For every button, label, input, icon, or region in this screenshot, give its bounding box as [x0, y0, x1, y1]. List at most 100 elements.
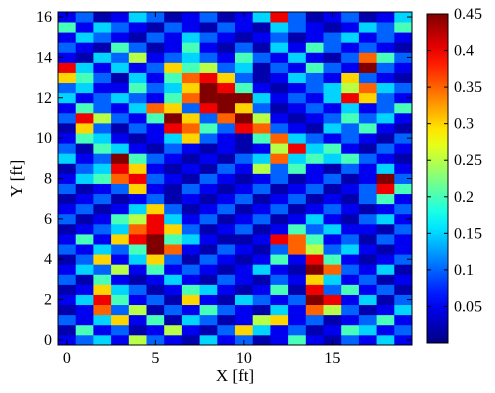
- heatmap-cell: [252, 213, 271, 225]
- heatmap-cell: [146, 294, 165, 306]
- heatmap-cell: [323, 133, 342, 144]
- heatmap-cell: [146, 102, 165, 114]
- heatmap-cell: [270, 213, 289, 225]
- colorbar-tick-label: 0.3: [454, 116, 474, 133]
- heatmap-cell: [128, 203, 147, 215]
- heatmap-cell: [323, 32, 342, 43]
- heatmap-cell: [164, 153, 183, 164]
- heatmap-cell: [128, 82, 147, 94]
- heatmap-cell: [111, 203, 130, 215]
- heatmap-cell: [199, 143, 218, 154]
- heatmap-cell: [217, 62, 236, 73]
- heatmap-cell: [93, 12, 112, 23]
- heatmap-cell: [376, 203, 395, 215]
- heatmap-cell: [358, 334, 377, 346]
- heatmap-cell: [58, 112, 77, 124]
- heatmap-cell: [394, 82, 413, 94]
- heatmap-cell: [93, 213, 112, 225]
- heatmap-cell: [164, 334, 183, 346]
- heatmap-cell: [394, 163, 413, 174]
- heatmap-cell: [358, 213, 377, 225]
- heatmap-cell: [199, 284, 218, 295]
- heatmap-cell: [146, 193, 165, 205]
- heatmap-cell: [288, 153, 307, 164]
- heatmap-cell: [128, 163, 147, 174]
- y-tick-label: 14: [36, 49, 52, 66]
- heatmap-cell: [217, 193, 236, 205]
- heatmap-cell: [235, 193, 254, 205]
- heatmap-cell: [341, 92, 360, 104]
- heatmap-cell: [58, 133, 77, 144]
- heatmap-cell: [75, 264, 94, 275]
- heatmap-cell: [376, 173, 395, 184]
- heatmap-cell: [376, 12, 395, 23]
- heatmap-cell: [235, 203, 254, 215]
- heatmap-cell: [164, 223, 183, 235]
- heatmap-cell: [252, 82, 271, 94]
- heatmap-cell: [181, 304, 200, 316]
- heatmap-cell: [217, 264, 236, 275]
- heatmap-cell: [199, 234, 218, 245]
- heatmap-cell: [111, 274, 130, 285]
- heatmap-cell: [323, 254, 342, 265]
- heatmap-cell: [270, 82, 289, 94]
- heatmap-cell: [288, 284, 307, 295]
- heatmap-cell: [58, 324, 77, 336]
- heatmap-cell: [305, 92, 324, 104]
- heatmap-cell: [146, 133, 165, 144]
- heatmap-cell: [58, 264, 77, 275]
- y-axis-label: Y [ft]: [7, 160, 26, 198]
- heatmap-cell: [305, 112, 324, 124]
- heatmap-cell: [270, 163, 289, 174]
- y-tick-label: 2: [44, 292, 52, 309]
- heatmap-cell: [252, 133, 271, 144]
- heatmap-cell: [146, 42, 165, 53]
- heatmap-cell: [199, 12, 218, 23]
- heatmap-cell: [93, 324, 112, 336]
- heatmap-cell: [235, 72, 254, 84]
- heatmap-cell: [394, 223, 413, 235]
- heatmap-cell: [111, 334, 130, 346]
- heatmap-cell: [146, 324, 165, 336]
- heatmap-cell: [93, 173, 112, 184]
- heatmap-cell: [128, 112, 147, 124]
- heatmap-cell: [394, 334, 413, 346]
- heatmap-cell: [217, 294, 236, 306]
- heatmap-cell: [252, 314, 271, 326]
- heatmap-cell: [111, 112, 130, 124]
- heatmap-cell: [75, 213, 94, 225]
- heatmap-cell: [217, 112, 236, 124]
- colorbar-tick-label: 0.15: [454, 225, 482, 242]
- heatmap-cell: [376, 62, 395, 73]
- heatmap-cell: [288, 62, 307, 73]
- heatmap-cell: [128, 334, 147, 346]
- heatmap-cell: [75, 82, 94, 94]
- heatmap-cell: [181, 264, 200, 275]
- heatmap-cell: [323, 193, 342, 205]
- heatmap-cell: [146, 173, 165, 184]
- heatmap-cell: [93, 62, 112, 73]
- heatmap-cell: [199, 264, 218, 275]
- heatmap-cell: [146, 143, 165, 154]
- heatmap-cell: [394, 294, 413, 306]
- heatmap-cell: [252, 203, 271, 215]
- heatmap-cell: [199, 244, 218, 255]
- heatmap-cell: [217, 133, 236, 144]
- heatmap-cell: [252, 324, 271, 336]
- heatmap-cell: [235, 62, 254, 73]
- heatmap-cell: [394, 72, 413, 84]
- heatmap-cell: [146, 223, 165, 235]
- heatmap-cell: [146, 284, 165, 295]
- heatmap-cell: [288, 234, 307, 245]
- heatmap-cell: [181, 274, 200, 285]
- heatmap-cell: [288, 32, 307, 43]
- heatmap-cell: [164, 234, 183, 245]
- heatmap-cell: [181, 153, 200, 164]
- heatmap-cell: [128, 42, 147, 53]
- heatmap-cell: [164, 304, 183, 316]
- heatmap-cell: [181, 12, 200, 23]
- heatmap-cell: [323, 82, 342, 94]
- heatmap-cell: [270, 254, 289, 265]
- heatmap-cell: [146, 254, 165, 265]
- heatmap-cell: [305, 32, 324, 43]
